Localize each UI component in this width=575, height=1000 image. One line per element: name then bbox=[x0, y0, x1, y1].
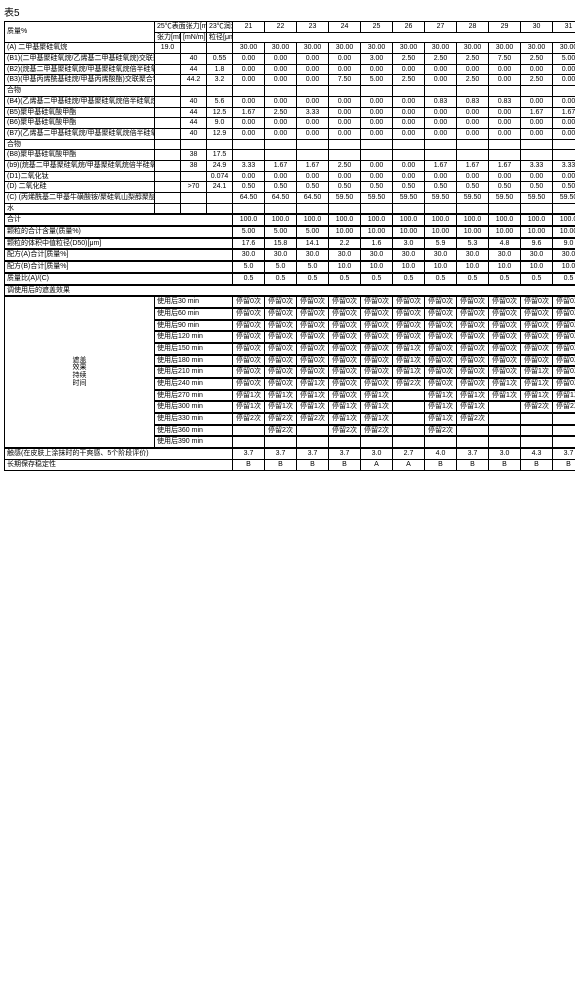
summary-row: 质量比(A)/(C)0.50.50.50.50.50.50.50.50.50.5… bbox=[5, 273, 575, 285]
tension-a: 张力[mN/m] bbox=[155, 32, 181, 43]
tension-group: 25℃表面张力[mN/m] bbox=[155, 22, 207, 33]
table-row: (B2)(烷基二甲基聚硅氧烷/甲基聚硅氧烷倍半硅氧烷)交联聚合物441.80.0… bbox=[5, 64, 575, 75]
summary-row: 颗粒的合计含量(质量%)5.005.005.0010.0010.0010.001… bbox=[5, 226, 575, 238]
col-31: 31 bbox=[553, 22, 575, 33]
time-header-row: 调使用后的遮盖效果 bbox=[5, 285, 575, 297]
stub-header: 质量% bbox=[5, 22, 155, 43]
data-table: 质量% 25℃表面张力[mN/m] 23℃润湿体积中值粒径(D50)[μm] 2… bbox=[4, 21, 575, 471]
time-row: 遮盖效果持续时间使用后30 min停留0次停留0次停留0次停留0次停留0次停留0… bbox=[5, 296, 575, 308]
header-row-1: 质量% 25℃表面张力[mN/m] 23℃润湿体积中值粒径(D50)[μm] 2… bbox=[5, 22, 575, 33]
table-row: (B5)聚甲基硅氧酸甲酯4412.51.672.503.330.000.000.… bbox=[5, 107, 575, 118]
col-30: 30 bbox=[521, 22, 553, 33]
stability-label: 长期保存稳定性 bbox=[5, 459, 233, 470]
side-label: 遮盖效果持续时间 bbox=[5, 296, 155, 448]
d50-group: 23℃润湿体积中值粒径(D50)[μm] bbox=[207, 22, 233, 33]
table-row: 水 bbox=[5, 203, 575, 214]
table-row: (B7)(乙烯基二甲基硅氧烷/甲基聚硅氧烷倍半硅氧烷)交联聚4012.90.00… bbox=[5, 128, 575, 139]
summary-row: 颗粒的体积中值粒径(D50)[μm]17.615.814.12.21.63.05… bbox=[5, 238, 575, 250]
table-row: (B1)(二甲基聚硅氧烷/乙烯基二甲基硅氧烷)交联聚合物400.550.000.… bbox=[5, 54, 575, 65]
table-row: 合物 bbox=[5, 139, 575, 150]
col-23: 23 bbox=[297, 22, 329, 33]
col-27: 27 bbox=[425, 22, 457, 33]
table-row: 合物 bbox=[5, 86, 575, 97]
table-row: (B6)聚甲基硅氧酸甲酯449.00.000.000.000.000.000.0… bbox=[5, 118, 575, 129]
tension-b: [mN/m] bbox=[181, 32, 207, 43]
summary-row: 配方(A)合计[质量%]30.030.030.030.030.030.030.0… bbox=[5, 249, 575, 261]
table-row: (A) 二甲基聚硅氧烷19.030.0030.0030.0030.0030.00… bbox=[5, 43, 575, 54]
table-row: (C) (丙烯酰基二甲基牛磺酸铵/聚硅氧山梨醇聚醚-25)交联聚合物64.506… bbox=[5, 193, 575, 204]
d50-sub: 粒径[μm] bbox=[207, 32, 233, 43]
footer-row: 触感(在皮肤上涂抹时的干爽感、5个阶段评价) 3.73.7 3.73.7 3.0… bbox=[5, 448, 575, 459]
summary-row: 配方(B)合计[质量%]5.05.05.010.010.010.010.010.… bbox=[5, 261, 575, 273]
col-25: 25 bbox=[361, 22, 393, 33]
stability-row: 长期保存稳定性 BB BB AA BB BB BB BB BB bbox=[5, 459, 575, 470]
footer-label: 触感(在皮肤上涂抹时的干爽感、5个阶段评价) bbox=[5, 448, 233, 459]
col-28: 28 bbox=[457, 22, 489, 33]
col-24: 24 bbox=[329, 22, 361, 33]
table-row: (B4)(乙烯基二甲基硅烷/甲基聚硅氧烷倍半硅氧烷)交联聚405.60.000.… bbox=[5, 96, 575, 107]
col-29: 29 bbox=[489, 22, 521, 33]
table-row: (D1)二氧化钛0.0740.000.000.000.000.000.000.0… bbox=[5, 171, 575, 182]
col-22: 22 bbox=[265, 22, 297, 33]
table-row: (B3)(甲基丙烯酰基硅烷/甲基丙烯酸酯)交联聚合物44.23.20.000.0… bbox=[5, 75, 575, 86]
table-row: (b9)(烷基二甲基聚硅氧烷/甲基聚硅氧烷倍半硅氧烷)交联聚合物3824.93.… bbox=[5, 160, 575, 171]
summary-row: 合计100.0100.0100.0100.0100.0100.0100.0100… bbox=[5, 214, 575, 226]
col-21: 21 bbox=[233, 22, 265, 33]
table-caption: 表5 bbox=[4, 4, 571, 19]
table-row: (D) 二氧化硅>7024.10.500.500.500.500.500.500… bbox=[5, 182, 575, 193]
col-26: 26 bbox=[393, 22, 425, 33]
table-row: (B8)聚甲基硅氧酸甲酯3817.5 bbox=[5, 150, 575, 161]
